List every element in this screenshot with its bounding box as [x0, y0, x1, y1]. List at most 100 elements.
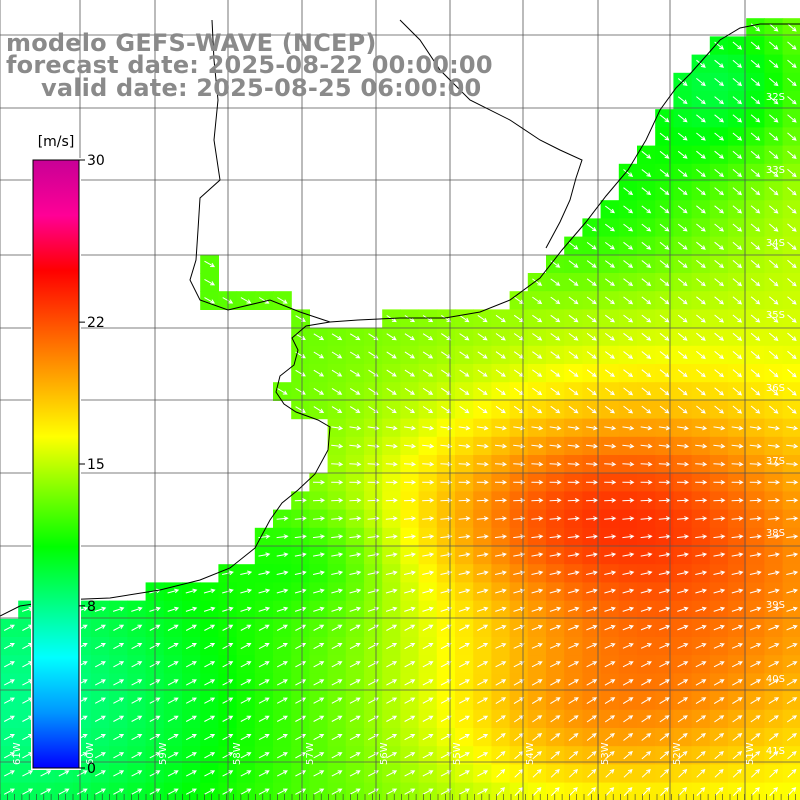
wind-arrow [131, 770, 143, 777]
wind-arrow [586, 643, 598, 649]
wind-arrow [222, 661, 234, 668]
wind-arrow [532, 768, 542, 778]
wind-arrow [695, 498, 708, 503]
wind-arrow [477, 643, 489, 650]
wind-arrow [312, 479, 326, 485]
wind-arrow [641, 314, 652, 323]
wind-arrow [3, 734, 15, 741]
wind-arrow [458, 752, 470, 759]
wind-arrow [458, 788, 470, 795]
wind-arrow [605, 751, 615, 760]
wind-arrow [677, 697, 689, 705]
wind-arrow [695, 443, 708, 449]
wind-arrow [458, 734, 470, 741]
wind-arrow [94, 752, 106, 759]
wind-arrow [203, 588, 216, 594]
latitude-label: 34S [766, 238, 785, 249]
wind-arrow [185, 715, 197, 722]
wind-arrow [622, 479, 635, 485]
wind-arrow [331, 333, 343, 341]
wind-arrow [659, 114, 670, 123]
wind-arrow [713, 588, 726, 594]
wind-arrow [749, 588, 762, 594]
wind-arrow [550, 787, 560, 796]
wind-arrow [240, 752, 252, 759]
wind-arrow [604, 624, 616, 631]
wind-arrow [768, 77, 779, 87]
wind-arrow [677, 296, 688, 305]
wind-arrow [513, 461, 526, 467]
wind-arrow [605, 787, 615, 796]
wind-arrow [768, 661, 780, 668]
wind-arrow [676, 570, 689, 576]
wind-arrow [496, 768, 506, 778]
wind-arrow [568, 643, 580, 649]
wind-arrow [677, 425, 689, 431]
wind-arrow [94, 770, 106, 777]
wind-arrow [677, 278, 688, 287]
wind-arrow [550, 369, 561, 377]
wind-arrow [623, 715, 634, 723]
wind-arrow [696, 369, 706, 378]
wind-arrow [422, 387, 434, 395]
wind-arrow [604, 516, 617, 521]
wind-arrow [641, 679, 652, 686]
wind-arrow [677, 351, 688, 359]
wind-arrow [513, 697, 525, 705]
wind-arrow [751, 787, 760, 796]
wind-arrow [440, 534, 453, 539]
latitude-label: 32S [766, 92, 785, 103]
wind-arrow [349, 498, 362, 503]
wind-arrow [750, 661, 762, 668]
wind-arrow [532, 333, 543, 341]
wind-arrow [295, 788, 307, 795]
wind-arrow [349, 606, 362, 612]
wind-arrow [677, 624, 689, 631]
wind-arrow [605, 205, 615, 214]
wind-arrow [3, 770, 15, 777]
wind-arrow [532, 369, 543, 377]
wind-arrow [385, 425, 398, 431]
wind-arrow [622, 552, 635, 557]
wind-arrow [386, 643, 398, 650]
wind-arrow [531, 679, 543, 686]
wind-arrow [714, 296, 725, 305]
wind-arrow [750, 768, 761, 778]
wind-arrow [459, 405, 470, 414]
wind-arrow [696, 296, 706, 305]
border-ticks [0, 794, 797, 800]
wind-arrow [714, 114, 725, 123]
wind-arrow [440, 697, 452, 704]
wind-arrow [750, 643, 762, 649]
wind-arrow [514, 787, 524, 796]
wind-arrow [422, 369, 434, 377]
wind-arrow [750, 314, 761, 323]
wind-arrow [458, 588, 471, 594]
wind-arrow [587, 768, 597, 778]
wind-arrow [622, 425, 635, 431]
wind-arrow [623, 332, 634, 341]
wind-arrow [58, 788, 70, 795]
wind-arrow [94, 715, 106, 722]
wind-arrow [623, 751, 633, 760]
wind-arrow [622, 570, 635, 576]
wind-arrow [696, 78, 706, 87]
wind-arrow [404, 788, 416, 795]
wind-arrow [258, 624, 270, 631]
wind-arrow [768, 23, 779, 32]
wind-arrow [695, 697, 707, 705]
wind-arrow [696, 187, 706, 196]
wind-arrow [749, 425, 762, 431]
wind-arrow [440, 752, 452, 759]
wind-arrow [732, 96, 743, 105]
wind-arrow [386, 369, 397, 377]
wind-arrow [696, 278, 706, 287]
wind-arrow [204, 278, 216, 286]
wind-arrow [768, 223, 779, 232]
wind-arrow [567, 443, 580, 449]
wind-arrow [586, 296, 597, 305]
wind-arrow [113, 643, 125, 650]
wind-arrow [459, 387, 470, 395]
wind-arrow [22, 788, 34, 795]
